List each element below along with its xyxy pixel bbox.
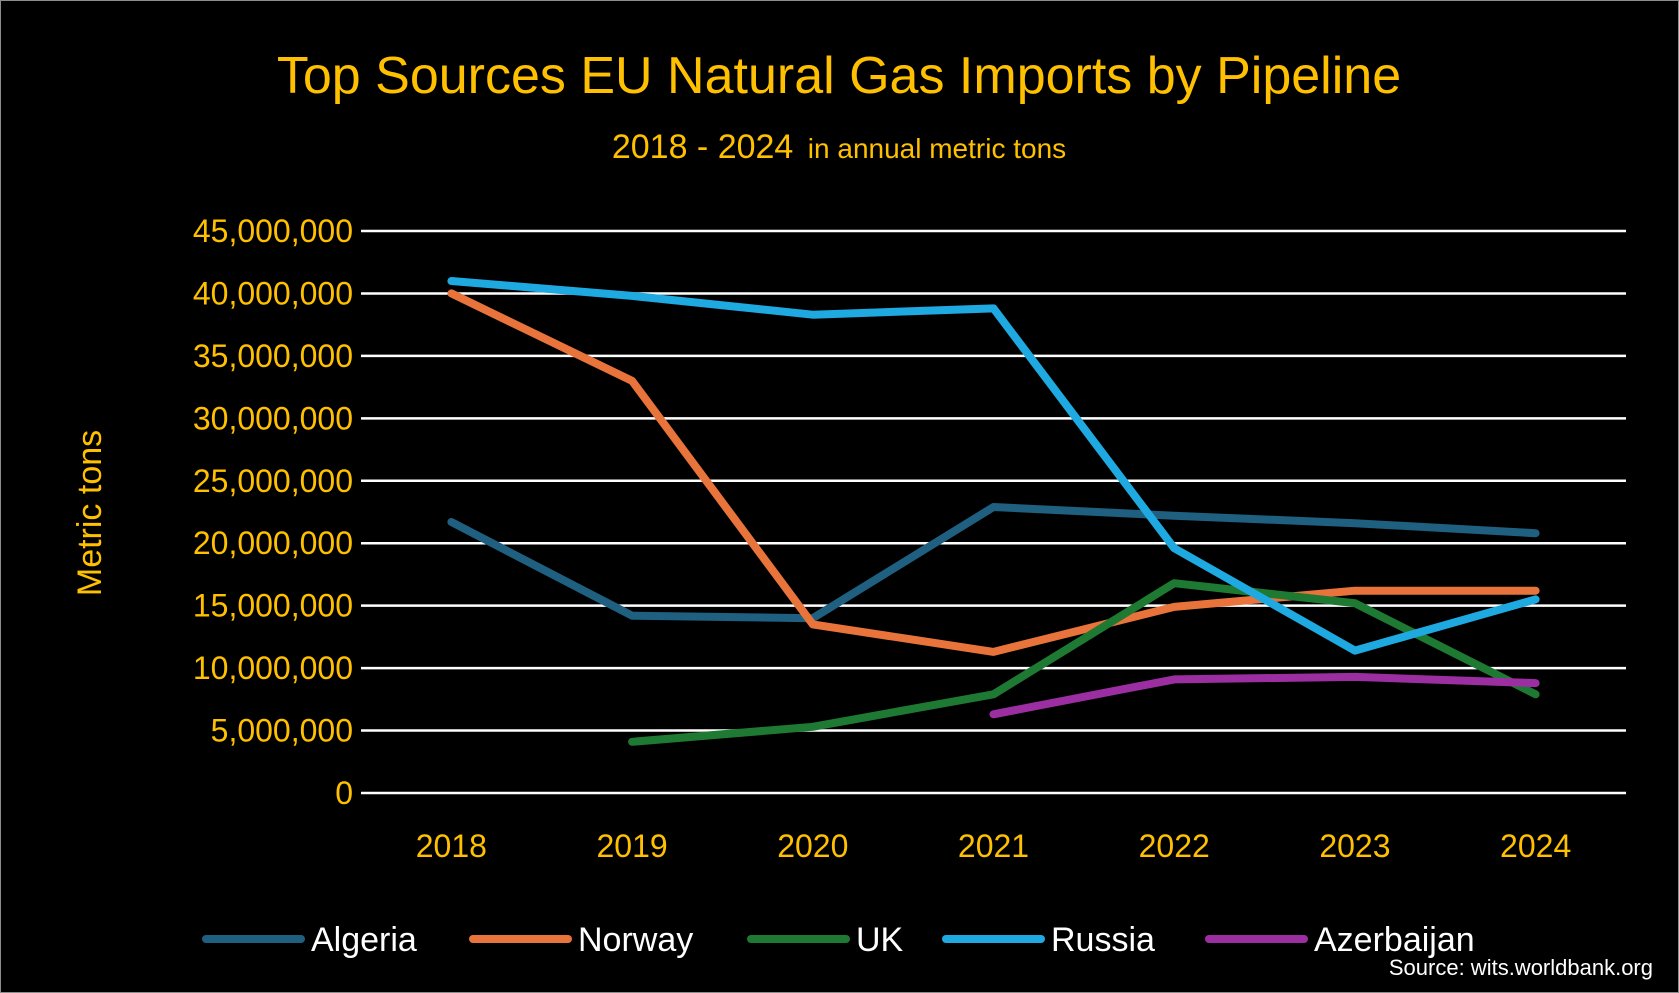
y-axis-label: Metric tons — [71, 430, 109, 596]
y-tick-label: 35,000,000 — [193, 338, 353, 374]
chart-subtitle: 2018 - 2024 in annual metric tons — [612, 128, 1066, 166]
series-line-algeria — [447, 503, 1540, 623]
x-tick-label: 2023 — [1319, 828, 1390, 864]
chart-title: Top Sources EU Natural Gas Imports by Pi… — [277, 47, 1401, 105]
source-note: Source: wits.worldbank.org — [1389, 955, 1653, 980]
y-tick-label: 10,000,000 — [193, 650, 353, 686]
legend-label-algeria: Algeria — [311, 921, 417, 959]
y-axis-ticks: 0 5,000,000 10,000,000 15,000,000 20,000,000… — [193, 213, 353, 811]
subtitle-units: in annual metric tons — [808, 133, 1066, 164]
x-axis-ticks: 2018 2019 2020 2021 2022 2023 2024 — [416, 828, 1571, 864]
subtitle-years: 2018 - 2024 — [612, 128, 794, 166]
series-line-russia — [447, 277, 1540, 655]
y-tick-label: 40,000,000 — [193, 275, 353, 311]
series-line-norway — [447, 289, 1540, 656]
legend-label-russia: Russia — [1051, 921, 1155, 959]
x-tick-label: 2019 — [596, 828, 667, 864]
y-tick-label: 15,000,000 — [193, 588, 353, 624]
series-line-uk — [628, 579, 1540, 746]
legend-label-norway: Norway — [578, 921, 693, 959]
x-tick-label: 2018 — [416, 828, 487, 864]
series-lines — [447, 277, 1540, 746]
y-tick-label: 45,000,000 — [193, 213, 353, 249]
legend-label-azerbaijan: Azerbaijan — [1314, 921, 1475, 959]
x-tick-label: 2021 — [958, 828, 1029, 864]
x-tick-label: 2020 — [777, 828, 848, 864]
legend: Algeria Norway UK Russia Azerbaijan — [202, 921, 1475, 959]
series-line-azerbaijan — [989, 672, 1540, 719]
gridlines — [361, 229, 1626, 795]
x-tick-label: 2024 — [1500, 828, 1571, 864]
y-tick-label: 0 — [335, 775, 353, 811]
y-tick-label: 20,000,000 — [193, 525, 353, 561]
legend-label-uk: UK — [856, 921, 904, 959]
y-tick-label: 25,000,000 — [193, 463, 353, 499]
x-tick-label: 2022 — [1139, 828, 1210, 864]
y-tick-label: 30,000,000 — [193, 400, 353, 436]
y-tick-label: 5,000,000 — [211, 713, 353, 749]
